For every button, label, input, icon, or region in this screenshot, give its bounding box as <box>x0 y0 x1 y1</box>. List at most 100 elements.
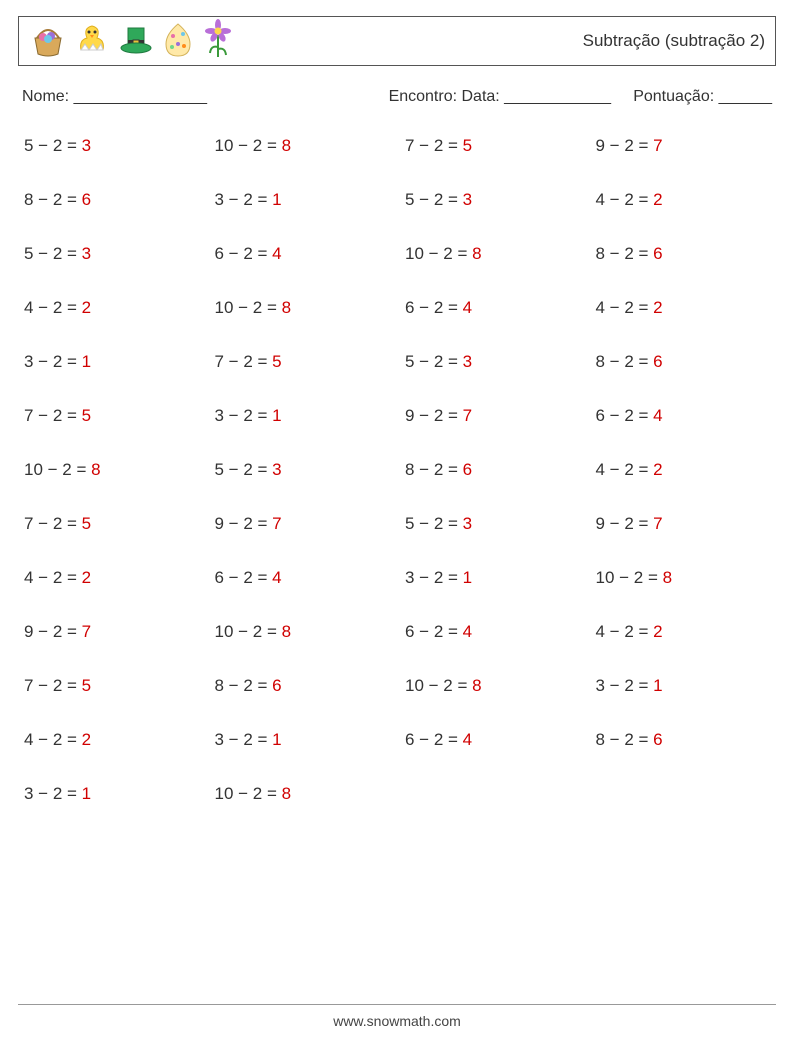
problem-answer: 2 <box>653 460 662 479</box>
problem-cell: 4 − 2 = 2 <box>596 298 777 318</box>
problem-equation: 10 − 2 = <box>215 298 282 317</box>
problem-answer: 3 <box>463 352 472 371</box>
problem-cell: 6 − 2 = 4 <box>405 622 586 642</box>
problem-answer: 3 <box>463 514 472 533</box>
problem-answer: 1 <box>82 352 91 371</box>
problem-equation: 4 − 2 = <box>596 460 654 479</box>
worksheet-title: Subtração (subtração 2) <box>583 31 765 51</box>
problem-cell: 8 − 2 = 6 <box>24 190 205 210</box>
problem-equation: 4 − 2 = <box>596 190 654 209</box>
problem-cell: 4 − 2 = 2 <box>24 298 205 318</box>
problem-answer: 1 <box>272 730 281 749</box>
problem-cell: 5 − 2 = 3 <box>215 460 396 480</box>
flower-icon <box>201 19 235 64</box>
problem-equation: 10 − 2 = <box>215 784 282 803</box>
problem-answer: 5 <box>82 514 91 533</box>
problem-equation: 9 − 2 = <box>596 514 654 533</box>
problem-answer: 6 <box>653 244 662 263</box>
problem-equation: 9 − 2 = <box>405 406 463 425</box>
problem-equation: 4 − 2 = <box>596 298 654 317</box>
problem-cell: 6 − 2 = 4 <box>405 298 586 318</box>
chick-icon <box>73 20 111 63</box>
problem-cell: 9 − 2 = 7 <box>24 622 205 642</box>
meta-row: Nome: _______________ Encontro: Data: __… <box>18 88 776 106</box>
name-label: Nome: _______________ <box>22 88 207 106</box>
problem-cell: 6 − 2 = 4 <box>596 406 777 426</box>
problem-answer: 5 <box>463 136 472 155</box>
problem-cell <box>596 784 777 804</box>
problem-cell: 5 − 2 = 3 <box>405 190 586 210</box>
problem-answer: 4 <box>653 406 662 425</box>
problem-answer: 1 <box>463 568 472 587</box>
problem-answer: 7 <box>82 622 91 641</box>
problem-cell: 4 − 2 = 2 <box>596 460 777 480</box>
problem-equation: 4 − 2 = <box>596 622 654 641</box>
problem-cell: 9 − 2 = 7 <box>596 514 777 534</box>
problem-answer: 5 <box>272 352 281 371</box>
problem-answer: 2 <box>653 298 662 317</box>
problem-answer: 6 <box>272 676 281 695</box>
problem-cell: 8 − 2 = 6 <box>596 730 777 750</box>
problem-equation: 6 − 2 = <box>405 298 463 317</box>
problem-cell: 5 − 2 = 3 <box>24 244 205 264</box>
problem-cell: 3 − 2 = 1 <box>596 676 777 696</box>
problem-equation: 10 − 2 = <box>405 676 472 695</box>
problem-equation: 8 − 2 = <box>596 352 654 371</box>
problem-equation: 6 − 2 = <box>596 406 654 425</box>
problem-cell: 8 − 2 = 6 <box>215 676 396 696</box>
problem-cell: 10 − 2 = 8 <box>405 244 586 264</box>
problem-answer: 3 <box>82 136 91 155</box>
problem-equation: 8 − 2 = <box>596 244 654 263</box>
problem-equation: 5 − 2 = <box>24 244 82 263</box>
problem-answer: 6 <box>82 190 91 209</box>
problem-equation: 8 − 2 = <box>405 460 463 479</box>
problem-answer: 8 <box>472 676 481 695</box>
problem-equation: 3 − 2 = <box>405 568 463 587</box>
problem-answer: 5 <box>82 406 91 425</box>
problem-equation: 6 − 2 = <box>405 622 463 641</box>
problem-answer: 1 <box>82 784 91 803</box>
problem-cell: 10 − 2 = 8 <box>215 784 396 804</box>
egg-icon <box>161 20 195 63</box>
header-box: Subtração (subtração 2) <box>18 16 776 66</box>
problem-equation: 4 − 2 = <box>24 568 82 587</box>
problem-equation: 5 − 2 = <box>24 136 82 155</box>
problem-answer: 3 <box>463 190 472 209</box>
problem-answer: 8 <box>282 622 291 641</box>
problem-cell: 6 − 2 = 4 <box>215 244 396 264</box>
problem-cell: 10 − 2 = 8 <box>405 676 586 696</box>
problem-answer: 2 <box>82 298 91 317</box>
problem-answer: 8 <box>91 460 100 479</box>
problem-answer: 8 <box>472 244 481 263</box>
problem-equation: 9 − 2 = <box>215 514 273 533</box>
footer: www.snowmath.com <box>18 1004 776 1029</box>
problem-cell: 4 − 2 = 2 <box>596 622 777 642</box>
problem-cell: 10 − 2 = 8 <box>24 460 205 480</box>
problem-answer: 1 <box>272 406 281 425</box>
problem-cell: 3 − 2 = 1 <box>24 784 205 804</box>
problem-answer: 4 <box>272 568 281 587</box>
problem-answer: 7 <box>272 514 281 533</box>
problem-cell: 10 − 2 = 8 <box>596 568 777 588</box>
problem-cell: 6 − 2 = 4 <box>215 568 396 588</box>
problem-answer: 3 <box>82 244 91 263</box>
problem-answer: 7 <box>463 406 472 425</box>
problem-answer: 7 <box>653 136 662 155</box>
problem-equation: 3 − 2 = <box>215 730 273 749</box>
problem-equation: 3 − 2 = <box>596 676 654 695</box>
problem-cell: 3 − 2 = 1 <box>215 730 396 750</box>
problem-answer: 3 <box>272 460 281 479</box>
problem-cell: 3 − 2 = 1 <box>215 406 396 426</box>
problem-cell: 4 − 2 = 2 <box>24 730 205 750</box>
problem-answer: 1 <box>272 190 281 209</box>
problem-equation: 6 − 2 = <box>215 568 273 587</box>
problem-cell: 7 − 2 = 5 <box>24 676 205 696</box>
problem-answer: 2 <box>653 622 662 641</box>
problem-cell: 10 − 2 = 8 <box>215 622 396 642</box>
problem-answer: 2 <box>82 568 91 587</box>
problem-equation: 6 − 2 = <box>215 244 273 263</box>
problem-cell: 3 − 2 = 1 <box>24 352 205 372</box>
problem-answer: 4 <box>463 622 472 641</box>
problem-cell: 5 − 2 = 3 <box>24 136 205 156</box>
problem-cell: 7 − 2 = 5 <box>24 514 205 534</box>
